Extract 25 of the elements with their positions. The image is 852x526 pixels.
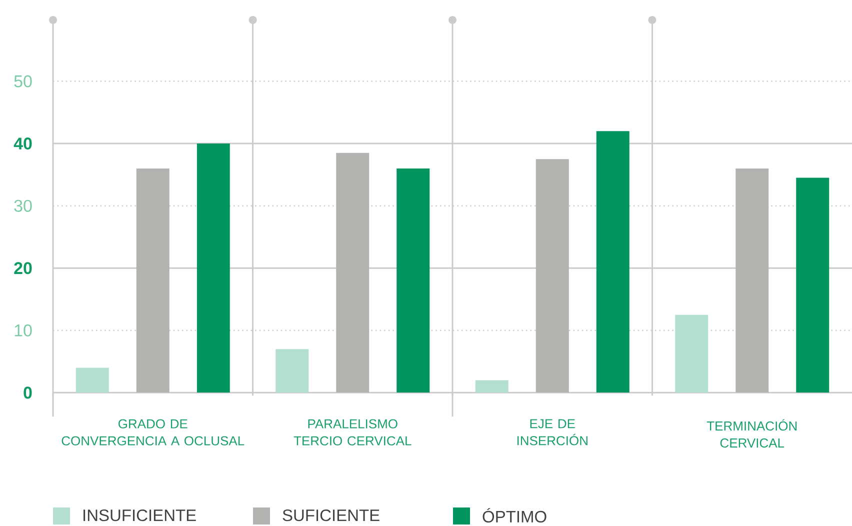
legend-label: SUFICIENTE [282,509,380,522]
bar [475,380,508,393]
y-tick-label: 10 [14,324,32,336]
y-tick-label: 50 [14,75,32,88]
bar [276,349,309,393]
x-tick-label: TERMINACIÓN CERVICAL [706,419,797,448]
legend-label: ÓPTIMO [482,508,546,523]
bar [675,314,708,393]
bar [196,144,230,393]
x-tick-label: EJE DE INSERCIÓN [517,419,588,446]
y-tick-label: 40 [14,138,32,150]
y-tick-label: 0 [24,386,32,399]
bar [596,131,630,393]
bar [396,168,430,393]
bar [536,159,569,393]
x-tick-label: PARALELISMO TERCIO CERVICAL [294,419,412,446]
bar [796,178,830,393]
y-tick-label: 30 [14,200,32,212]
x-tick-label: GRADO DE CONVERGENCIA A OCLUSAL [62,419,244,446]
y-tick-label: 20 [14,262,32,274]
bar [76,368,109,393]
legend-label: INSUFICIENTE [84,509,196,522]
bar [336,152,370,393]
bar [736,168,769,393]
bar [136,168,170,393]
